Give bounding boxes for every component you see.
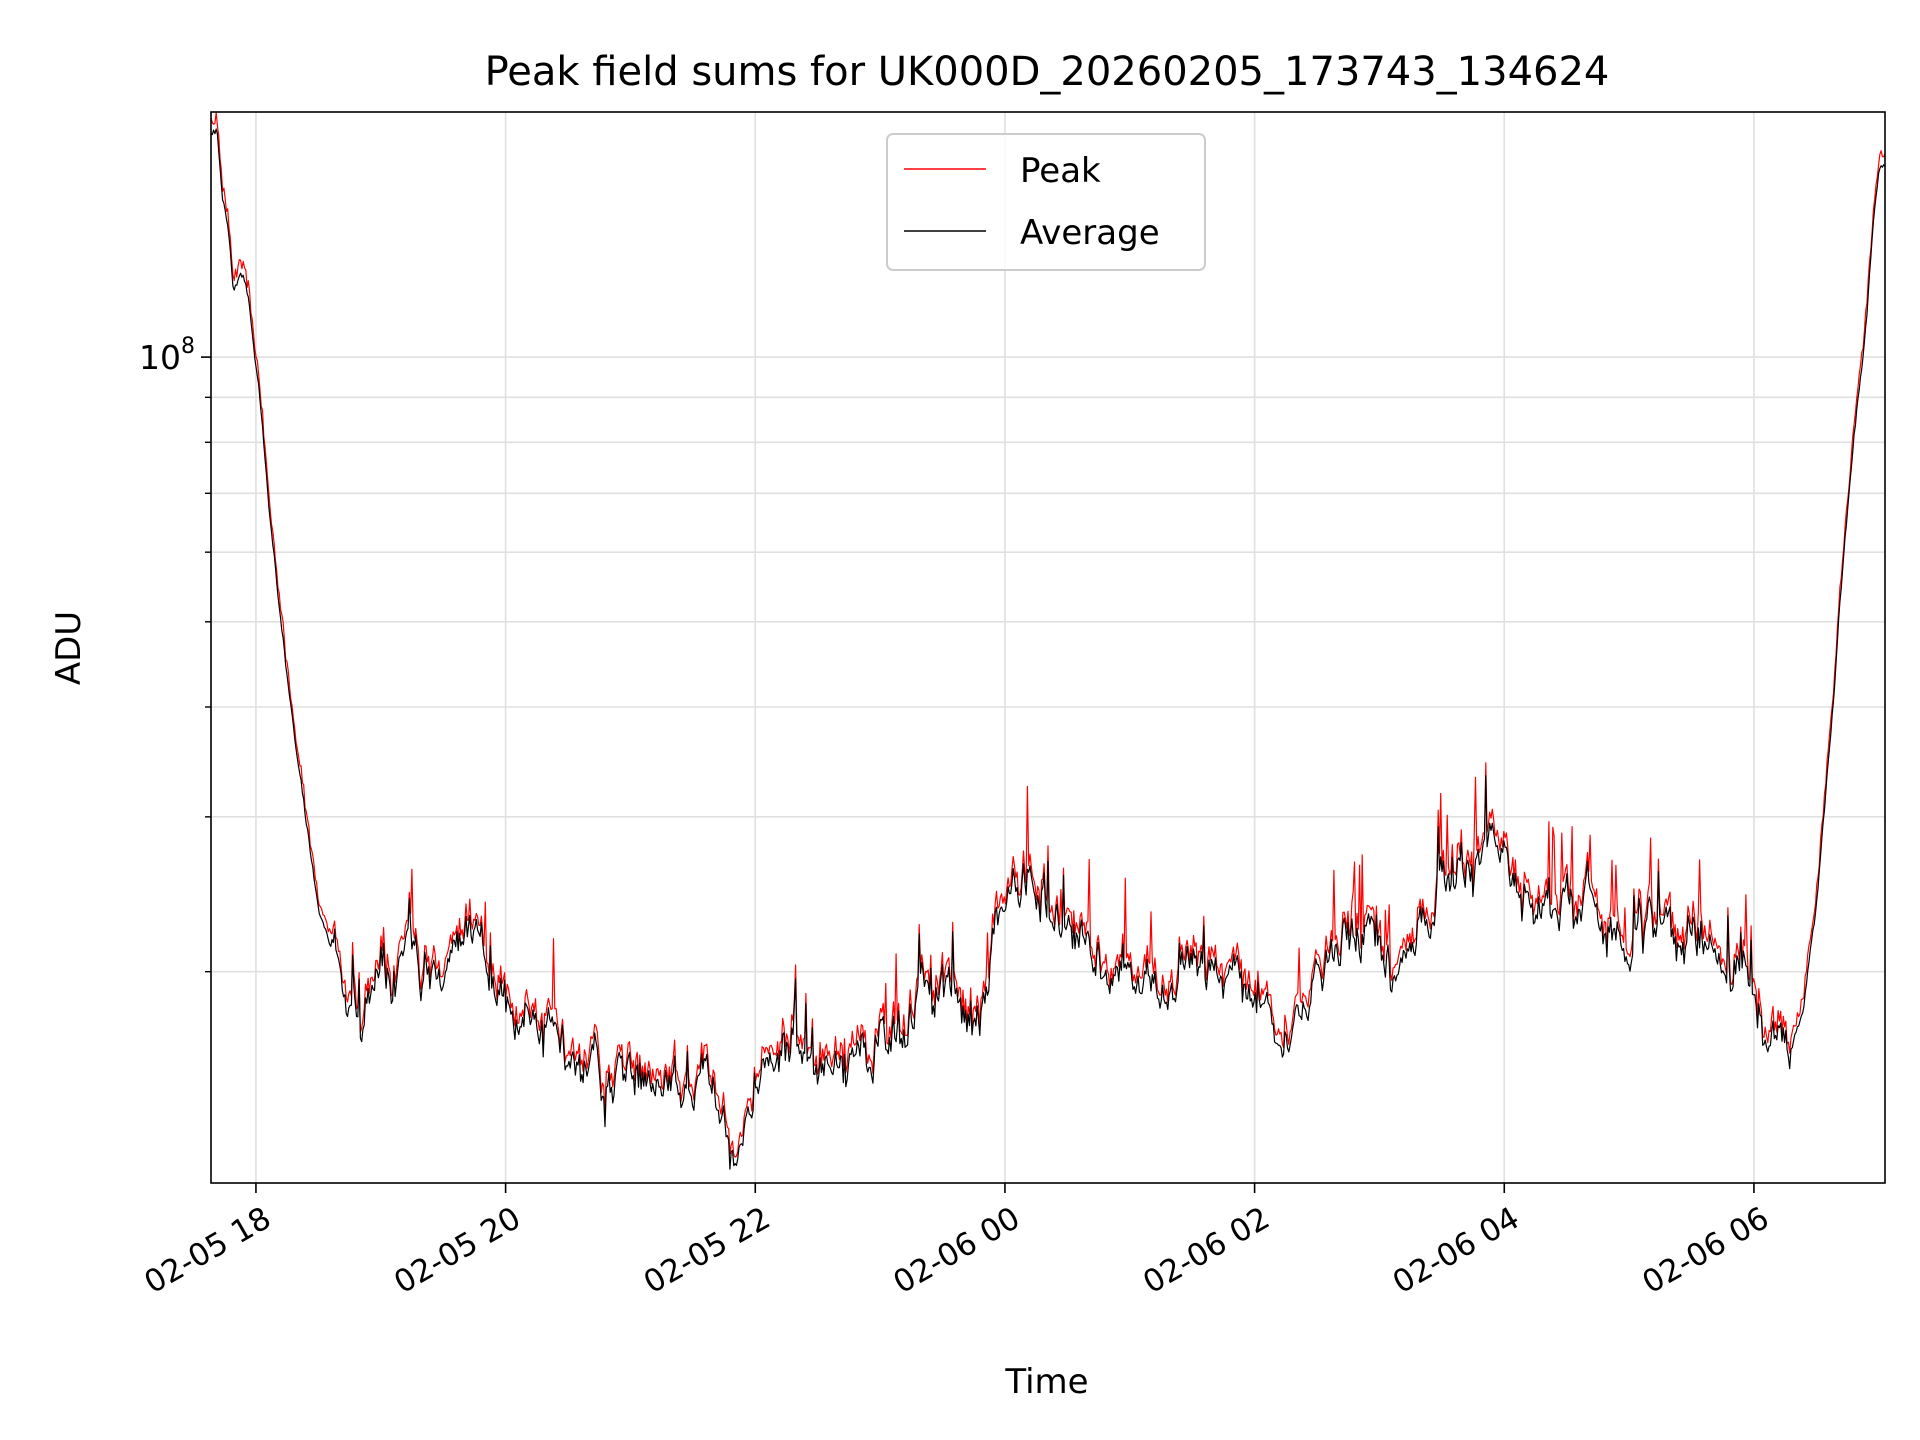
y-axis-label: ADU [49, 611, 89, 685]
series-lines [210, 111, 1886, 1170]
legend-average-label: Average [1020, 213, 1160, 253]
x-axis-label: Time [1004, 1362, 1088, 1402]
chart-title: Peak field sums for UK000D_20260205_1737… [485, 49, 1610, 95]
legend: Peak Average [886, 133, 1206, 271]
legend-peak-label: Peak [1020, 151, 1101, 191]
series-line-average [210, 128, 1886, 1170]
legend-box [886, 133, 1206, 271]
plot-frame [210, 111, 1886, 1184]
y-tick-label: 108 [139, 334, 195, 377]
